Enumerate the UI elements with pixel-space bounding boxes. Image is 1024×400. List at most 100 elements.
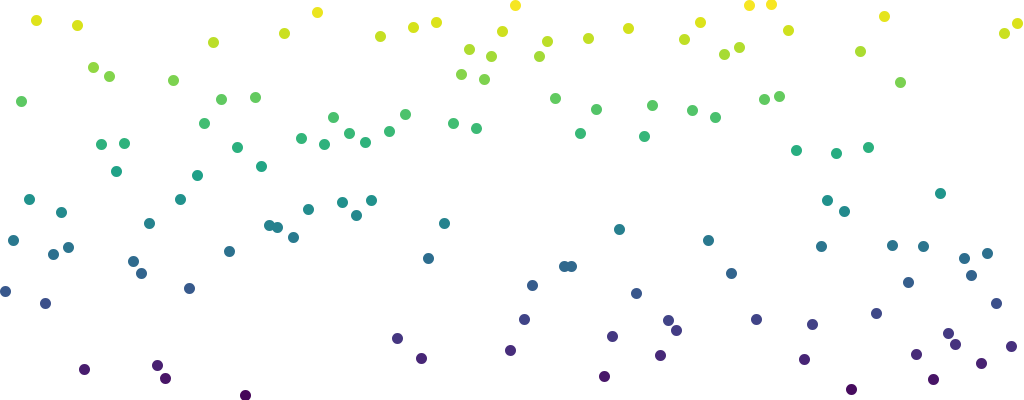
scatter-point bbox=[223, 245, 235, 257]
scatter-point bbox=[504, 344, 516, 356]
scatter-point bbox=[565, 260, 577, 272]
scatter-point bbox=[798, 353, 810, 365]
scatter-point bbox=[821, 194, 833, 206]
scatter-point bbox=[383, 125, 395, 137]
scatter-point bbox=[773, 90, 785, 102]
scatter-point bbox=[894, 76, 906, 88]
scatter-point bbox=[965, 269, 977, 281]
scatter-point bbox=[709, 111, 721, 123]
scatter-point bbox=[670, 324, 682, 336]
scatter-point bbox=[359, 136, 371, 148]
scatter-point bbox=[271, 221, 283, 233]
scatter-point bbox=[249, 91, 261, 103]
scatter-point bbox=[694, 16, 706, 28]
scatter-point bbox=[336, 196, 348, 208]
scatter-point bbox=[725, 267, 737, 279]
scatter-point bbox=[110, 165, 122, 177]
scatter-point bbox=[311, 6, 323, 18]
scatter-point bbox=[478, 73, 490, 85]
scatter-point bbox=[750, 313, 762, 325]
scatter-point bbox=[135, 267, 147, 279]
scatter-point bbox=[71, 19, 83, 31]
scatter-point bbox=[318, 138, 330, 150]
scatter-point bbox=[975, 357, 987, 369]
scatter-point bbox=[231, 141, 243, 153]
scatter-point bbox=[541, 35, 553, 47]
scatter-point bbox=[910, 348, 922, 360]
scatter-point bbox=[815, 240, 827, 252]
scatter-point bbox=[239, 389, 251, 400]
scatter-point bbox=[365, 194, 377, 206]
scatter-point bbox=[942, 327, 954, 339]
scatter-point bbox=[278, 27, 290, 39]
scatter-point bbox=[782, 24, 794, 36]
scatter-point bbox=[470, 122, 482, 134]
scatter-point bbox=[407, 21, 419, 33]
scatter-point bbox=[215, 93, 227, 105]
scatter-point bbox=[159, 372, 171, 384]
scatter-point bbox=[496, 25, 508, 37]
scatter-point bbox=[886, 239, 898, 251]
scatter-point bbox=[927, 373, 939, 385]
scatter-point bbox=[733, 41, 745, 53]
scatter-point bbox=[343, 127, 355, 139]
scatter-point bbox=[582, 32, 594, 44]
scatter-point bbox=[1011, 17, 1023, 29]
scatter-point bbox=[934, 187, 946, 199]
scatter-point bbox=[103, 70, 115, 82]
scatter-point bbox=[902, 276, 914, 288]
scatter-point bbox=[758, 93, 770, 105]
scatter-point bbox=[7, 234, 19, 246]
scatter-point bbox=[654, 349, 666, 361]
scatter-point bbox=[606, 330, 618, 342]
scatter-point bbox=[806, 318, 818, 330]
scatter-point bbox=[862, 141, 874, 153]
scatter-point bbox=[558, 260, 570, 272]
scatter-point bbox=[549, 92, 561, 104]
scatter-point bbox=[463, 43, 475, 55]
scatter-point bbox=[917, 240, 929, 252]
scatter-point bbox=[622, 22, 634, 34]
scatter-point bbox=[878, 10, 890, 22]
scatter-point bbox=[998, 27, 1010, 39]
scatter-point bbox=[981, 247, 993, 259]
scatter-point bbox=[678, 33, 690, 45]
scatter-point bbox=[23, 193, 35, 205]
scatter-point bbox=[87, 61, 99, 73]
scatter-point bbox=[485, 50, 497, 62]
scatter-point bbox=[287, 231, 299, 243]
scatter-point bbox=[207, 36, 219, 48]
scatter-point bbox=[630, 287, 642, 299]
scatter-point bbox=[95, 138, 107, 150]
scatter-point bbox=[374, 30, 386, 42]
scatter-point bbox=[191, 169, 203, 181]
scatter-point bbox=[830, 147, 842, 159]
scatter-point bbox=[415, 352, 427, 364]
scatter-point bbox=[118, 137, 130, 149]
scatter-point bbox=[518, 313, 530, 325]
scatter-point bbox=[646, 99, 658, 111]
scatter-point bbox=[30, 14, 42, 26]
scatter-point bbox=[39, 297, 51, 309]
scatter-point bbox=[399, 108, 411, 120]
scatter-point bbox=[686, 104, 698, 116]
scatter-point bbox=[1005, 340, 1017, 352]
scatter-point bbox=[302, 203, 314, 215]
scatter-point bbox=[718, 48, 730, 60]
scatter-point bbox=[990, 297, 1002, 309]
scatter-point bbox=[590, 103, 602, 115]
scatter-point bbox=[263, 219, 275, 231]
scatter-point bbox=[613, 223, 625, 235]
scatter-point bbox=[854, 45, 866, 57]
scatter-point bbox=[62, 241, 74, 253]
scatter-point bbox=[167, 74, 179, 86]
scatter-point bbox=[838, 205, 850, 217]
scatter-point bbox=[295, 132, 307, 144]
scatter-point bbox=[533, 50, 545, 62]
scatter-point bbox=[127, 255, 139, 267]
scatter-point bbox=[174, 193, 186, 205]
scatter-point bbox=[790, 144, 802, 156]
scatter-point bbox=[598, 370, 610, 382]
scatter-point bbox=[743, 0, 755, 11]
scatter-point bbox=[143, 217, 155, 229]
